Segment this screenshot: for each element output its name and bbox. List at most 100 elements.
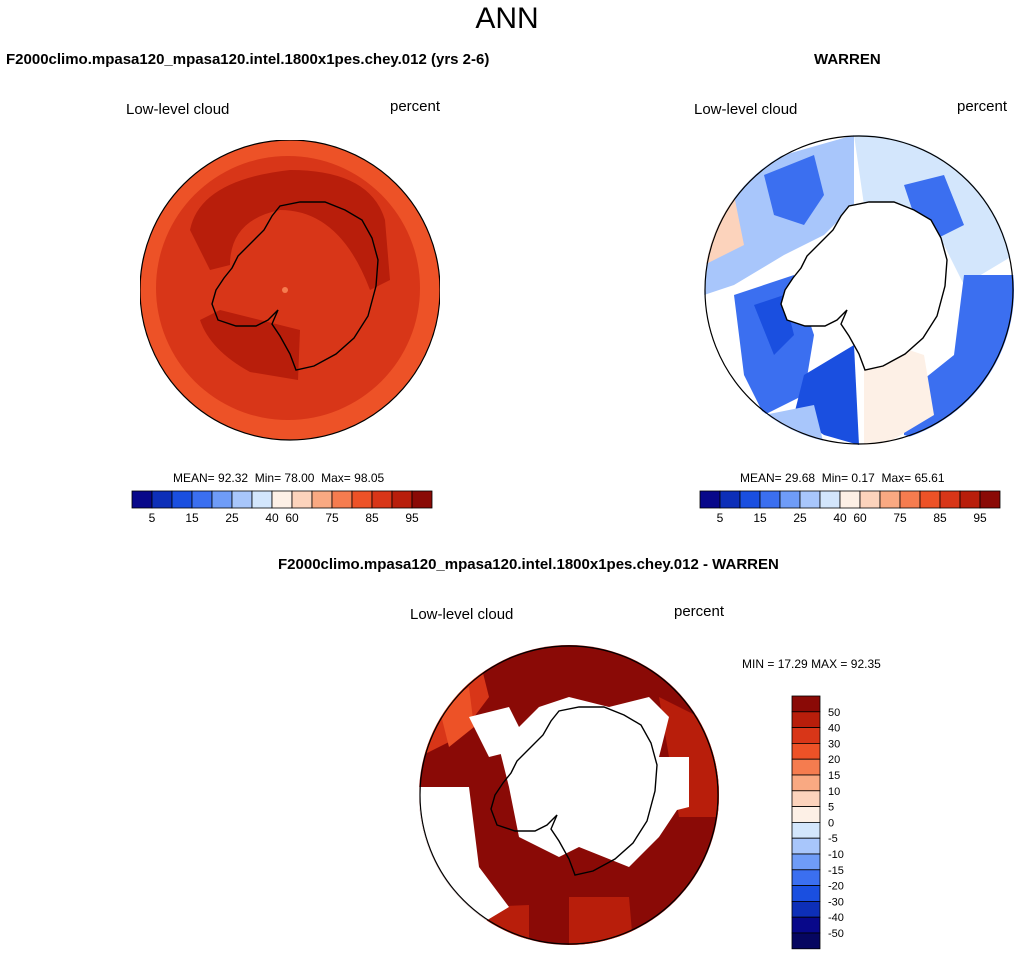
colorbar-swatch [311,490,333,509]
panel2-min-value: 0.17 [851,471,875,485]
colorbar-tick-label: -15 [828,865,844,877]
panel1-antarctica-outline [211,201,379,371]
panel3-antarctica-outline [490,706,658,876]
colorbar-tick-label: -50 [828,928,844,940]
colorbar-tick-label: -30 [828,896,844,908]
colorbar-tick-label: 25 [225,511,239,525]
colorbar-swatch [791,695,821,713]
panel2-units-label: percent [957,98,1008,115]
panel2-variable-label: Low-level cloud [694,101,798,118]
panel3-stats: MIN = 17.29 MAX = 92.35 [742,657,881,671]
colorbar-swatch [839,490,861,509]
colorbar-swatch [791,916,821,934]
panel1-min-label: Min= [254,471,282,485]
colorbar-swatch [879,490,901,509]
colorbar-swatch [791,774,821,792]
colorbar-swatch [799,490,821,509]
colorbar-swatch [391,490,413,509]
panel2-antarctica-outline [780,201,948,371]
colorbar-swatch [791,837,821,855]
colorbar-swatch [331,490,353,509]
panel1-colorbar: 5 15 25 40 60 75 85 95 [131,490,433,525]
colorbar-tick-label: 50 [828,707,840,719]
panel1-max-label: Max= [321,471,351,485]
panel1-mean-value: 92.32 [218,471,249,485]
colorbar-swatch [791,711,821,728]
colorbar-swatch [791,853,821,871]
panel1-variable-label: Low-level cloud [126,101,230,118]
colorbar-swatch [791,758,821,776]
panel3-map [419,645,719,945]
figure-title: ANN [475,2,539,35]
colorbar-tick-label: 85 [933,511,947,525]
colorbar-tick-label: -40 [828,912,844,924]
colorbar-tick-label: 60 [285,511,299,525]
panel1-min-value: 78.00 [284,471,315,485]
colorbar-swatch [919,490,941,509]
colorbar-swatch [791,743,821,760]
colorbar-swatch [899,490,921,509]
colorbar-tick-label: 20 [828,754,840,766]
colorbar-tick-label: 15 [828,770,840,782]
colorbar-swatch [231,490,253,509]
colorbar-tick-label: 15 [185,511,199,525]
panel2-map [704,135,1014,445]
colorbar-swatch [959,490,981,509]
colorbar-tick-label: 10 [828,786,840,798]
panel1-stats: MEAN= 92.32 Min= 78.00 Max= 98.05 [173,471,384,485]
panel2-stats: MEAN= 29.68 Min= 0.17 Max= 65.61 [740,471,945,485]
colorbar-swatch [191,490,213,509]
colorbar-tick-label: 40 [265,511,279,525]
colorbar-swatch [271,490,293,509]
panel2-max-value: 65.61 [914,471,945,485]
colorbar-swatch [699,490,721,509]
colorbar-swatch [251,490,273,509]
colorbar-swatch [371,490,393,509]
colorbar-swatch [211,490,233,509]
colorbar-tick-label: 85 [365,511,379,525]
colorbar-tick-label: 40 [828,723,840,735]
colorbar-swatch [791,885,821,902]
colorbar-swatch [759,490,781,509]
colorbar-tick-label: 5 [828,802,834,814]
colorbar-swatch [939,490,961,509]
panel3-title: F2000climo.mpasa120_mpasa120.intel.1800x… [278,556,779,573]
panel3-variable-label: Low-level cloud [410,606,514,623]
colorbar-swatch [979,490,1001,509]
colorbar-swatch [791,869,821,887]
colorbar-swatch [779,490,801,509]
panel1-units-label: percent [390,98,441,115]
colorbar-tick-label: 95 [973,511,987,525]
panel1-title: F2000climo.mpasa120_mpasa120.intel.1800x… [6,51,490,68]
colorbar-swatch [791,790,821,808]
colorbar-tick-label: 0 [828,817,834,829]
panel1-map [140,140,440,441]
colorbar-swatch [819,490,841,509]
colorbar-tick-label: -10 [828,849,844,861]
panel2-title: WARREN [814,51,881,68]
colorbar-tick-label: 30 [828,738,840,750]
colorbar-swatch [151,490,173,509]
colorbar-swatch [791,806,821,823]
colorbar-tick-label: 5 [717,511,724,525]
panel2-max-label: Max= [881,471,912,485]
panel1-ross-region [190,170,390,290]
colorbar-tick-label: 15 [753,511,767,525]
panel1-mean-label: MEAN= [173,471,215,485]
colorbar-tick-label: 75 [893,511,907,525]
colorbar-swatch [791,932,821,950]
colorbar-swatch [791,727,821,744]
panel3-min-value: 17.29 [777,657,808,671]
colorbar-swatch [131,490,153,509]
colorbar-swatch [859,490,881,509]
colorbar-tick-label: -5 [828,833,838,845]
panel2-mean-value: 29.68 [785,471,816,485]
colorbar-swatch [791,900,821,918]
colorbar-tick-label: 75 [325,511,339,525]
panel1-max-value: 98.05 [354,471,385,485]
panel2-colorbar: 5 15 25 40 60 75 85 95 [699,490,1001,525]
colorbar-tick-label: 40 [833,511,847,525]
panel3-units-label: percent [674,603,725,620]
colorbar-swatch [411,490,433,509]
